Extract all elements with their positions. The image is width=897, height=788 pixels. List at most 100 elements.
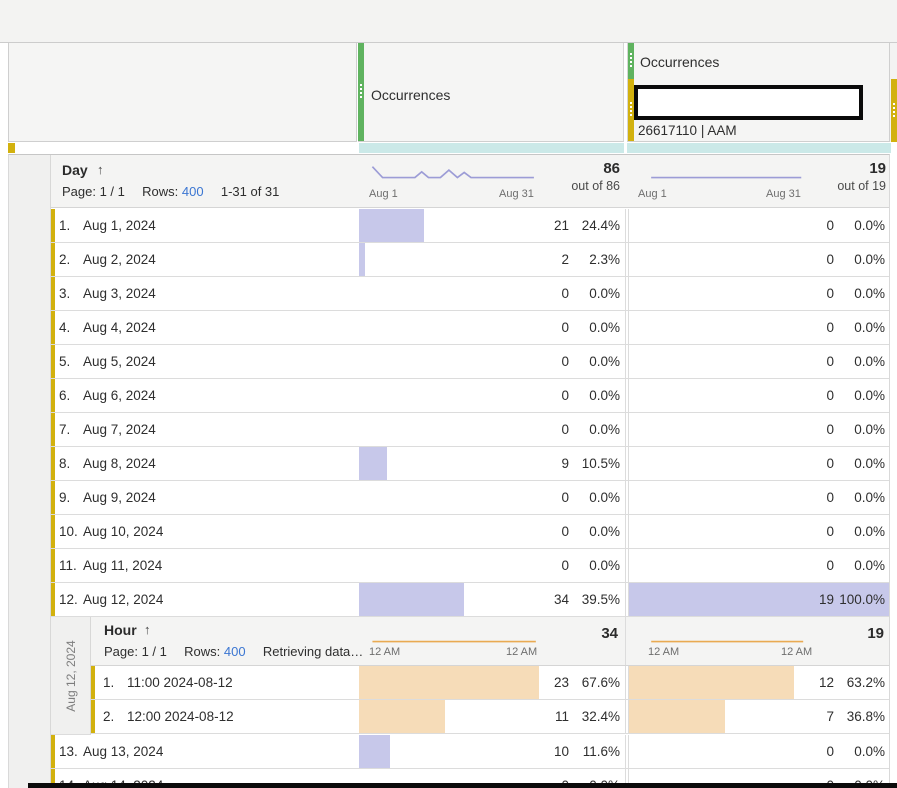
row-label[interactable]: Aug 12, 2024: [83, 592, 164, 607]
header-corner-cell: [8, 43, 357, 142]
metric-cell[interactable]: 7 36.8%: [628, 700, 889, 733]
metric-drag-handle[interactable]: [628, 43, 634, 79]
metric-drag-handle[interactable]: [358, 43, 364, 141]
metric-cell[interactable]: 0 0.0%: [628, 277, 889, 310]
row-label[interactable]: Aug 5, 2024: [83, 354, 156, 369]
metric-cell[interactable]: 0 0.0%: [628, 311, 889, 344]
metric-cell[interactable]: 0 0.0%: [359, 277, 626, 310]
metric-column-header-1[interactable]: Occurrences: [358, 43, 624, 142]
table-row[interactable]: 5. Aug 5, 2024 0 0.0% 0 0.0%: [51, 345, 889, 379]
row-number: 12.: [59, 592, 78, 607]
metric-cell[interactable]: 0 0.0%: [628, 549, 889, 582]
cell-value: 0: [561, 388, 569, 403]
table-row[interactable]: 10. Aug 10, 2024 0 0.0% 0 0.0%: [51, 515, 889, 549]
drag-dots-icon: [630, 102, 632, 118]
cell-percent: 0.0%: [589, 422, 620, 437]
metric-cell[interactable]: 0 0.0%: [628, 243, 889, 276]
table-row[interactable]: 11. Aug 11, 2024 0 0.0% 0 0.0%: [51, 549, 889, 583]
row-label[interactable]: Aug 13, 2024: [83, 744, 164, 759]
row-label[interactable]: 12:00 2024-08-12: [127, 709, 234, 724]
column-selection-band-1[interactable]: [359, 143, 624, 153]
table-row[interactable]: 2. Aug 2, 2024 2 2.3% 0 0.0%: [51, 243, 889, 277]
table-row[interactable]: 7. Aug 7, 2024 0 0.0% 0 0.0%: [51, 413, 889, 447]
hour-sparkline-col2: [648, 629, 808, 645]
row-label[interactable]: Aug 9, 2024: [83, 490, 156, 505]
table-row[interactable]: 4. Aug 4, 2024 0 0.0% 0 0.0%: [51, 311, 889, 345]
metric-cell[interactable]: 0 0.0%: [628, 447, 889, 480]
metric-cell[interactable]: 21 24.4%: [359, 209, 626, 242]
table-row[interactable]: 3. Aug 3, 2024 0 0.0% 0 0.0%: [51, 277, 889, 311]
row-label[interactable]: 11:00 2024-08-12: [127, 675, 233, 690]
row-accent-strip: [51, 413, 55, 446]
table-row[interactable]: 9. Aug 9, 2024 0 0.0% 0 0.0%: [51, 481, 889, 515]
segment-meta: 26617110 | AAM: [638, 123, 737, 138]
metric-cell[interactable]: 0 0.0%: [628, 413, 889, 446]
metric-cell[interactable]: 2 2.3%: [359, 243, 626, 276]
row-accent-strip: [51, 549, 55, 582]
row-label[interactable]: Aug 11, 2024: [83, 558, 163, 573]
metric-cell[interactable]: 0 0.0%: [628, 379, 889, 412]
axis-end-label: Aug 31: [766, 188, 801, 200]
metric-cell[interactable]: 11 32.4%: [359, 700, 626, 733]
drag-dots-icon: [360, 84, 362, 100]
metric-cell[interactable]: 19 100.0%: [628, 583, 889, 616]
row-label[interactable]: Aug 7, 2024: [83, 422, 156, 437]
column-total-outof: out of 86: [571, 179, 620, 193]
metric-cell[interactable]: 12 63.2%: [628, 666, 889, 699]
row-label[interactable]: Aug 4, 2024: [83, 320, 156, 335]
metric-cell[interactable]: 34 39.5%: [359, 583, 626, 616]
sort-ascending-icon[interactable]: ↑: [144, 622, 151, 637]
metric-cell[interactable]: 23 67.6%: [359, 666, 626, 699]
metric-cell[interactable]: 0 0.0%: [359, 515, 626, 548]
cell-percent: 0.0%: [589, 354, 620, 369]
cell-percent: 0.0%: [589, 524, 620, 539]
row-label[interactable]: Aug 3, 2024: [83, 286, 156, 301]
table-row[interactable]: 2. 12:00 2024-08-12 11 32.4% 7 36.8%: [91, 700, 889, 734]
row-accent-strip: [51, 481, 55, 514]
table-row[interactable]: 13. Aug 13, 2024 10 11.6% 0 0.0%: [51, 735, 889, 769]
day-table-header: Day ↑ Page: 1 / 1 Rows: 400 1-31 of 31 A…: [51, 155, 889, 208]
metric-cell[interactable]: 0 0.0%: [628, 515, 889, 548]
metric-cell[interactable]: 10 11.6%: [359, 735, 626, 768]
metric-cell[interactable]: 0 0.0%: [628, 481, 889, 514]
metric-cell[interactable]: 0 0.0%: [359, 379, 626, 412]
table-row[interactable]: 1. 11:00 2024-08-12 23 67.6% 12 63.2%: [91, 666, 889, 700]
row-label[interactable]: Aug 6, 2024: [83, 388, 156, 403]
row-label[interactable]: Aug 1, 2024: [83, 218, 156, 233]
rows-count-link[interactable]: 400: [181, 184, 204, 199]
metric-cell[interactable]: 0 0.0%: [359, 549, 626, 582]
table-row[interactable]: 6. Aug 6, 2024 0 0.0% 0 0.0%: [51, 379, 889, 413]
dimension-name[interactable]: Day: [62, 162, 88, 178]
table-row[interactable]: 8. Aug 8, 2024 9 10.5% 0 0.0%: [51, 447, 889, 481]
metric-cell[interactable]: 0 0.0%: [628, 345, 889, 378]
row-label[interactable]: Aug 2, 2024: [83, 252, 156, 267]
row-accent-strip: [51, 243, 55, 276]
metric-cell[interactable]: 0 0.0%: [359, 345, 626, 378]
cell-percent: 0.0%: [589, 286, 620, 301]
pagination: Page: 1 / 1 Rows: 400 Retrieving data…: [104, 644, 363, 659]
metric-column-header-2[interactable]: Occurrences 26617110 | AAM: [627, 43, 890, 142]
cell-percent: 0.0%: [854, 320, 885, 335]
metric-cell[interactable]: 0 0.0%: [359, 481, 626, 514]
table-row[interactable]: 1. Aug 1, 2024 21 24.4% 0 0.0%: [51, 209, 889, 243]
dimension-name[interactable]: Hour: [104, 622, 137, 638]
day-sparkline-col1: [369, 165, 539, 181]
row-accent-strip: [51, 769, 55, 788]
row-number: 1.: [59, 218, 71, 233]
metric-cell[interactable]: 0 0.0%: [628, 735, 889, 768]
metric-cell[interactable]: 9 10.5%: [359, 447, 626, 480]
cell-value: 0: [826, 490, 834, 505]
rows-count-link[interactable]: 400: [223, 644, 246, 659]
cell-value: 0: [826, 744, 834, 759]
sort-ascending-icon[interactable]: ↑: [97, 162, 104, 177]
segment-drag-handle[interactable]: [628, 79, 634, 141]
row-label[interactable]: Aug 10, 2024: [83, 524, 164, 539]
row-label[interactable]: Aug 8, 2024: [83, 456, 156, 471]
column-selection-band-2[interactable]: [627, 143, 891, 153]
next-column-segment-strip[interactable]: [891, 79, 897, 142]
metric-cell[interactable]: 0 0.0%: [359, 413, 626, 446]
metric-label: Occurrences: [371, 87, 451, 103]
table-row-expanded[interactable]: 12. Aug 12, 2024 34 39.5% 19 100.0%: [51, 583, 889, 617]
metric-cell[interactable]: 0 0.0%: [359, 311, 626, 344]
metric-cell[interactable]: 0 0.0%: [628, 209, 889, 242]
